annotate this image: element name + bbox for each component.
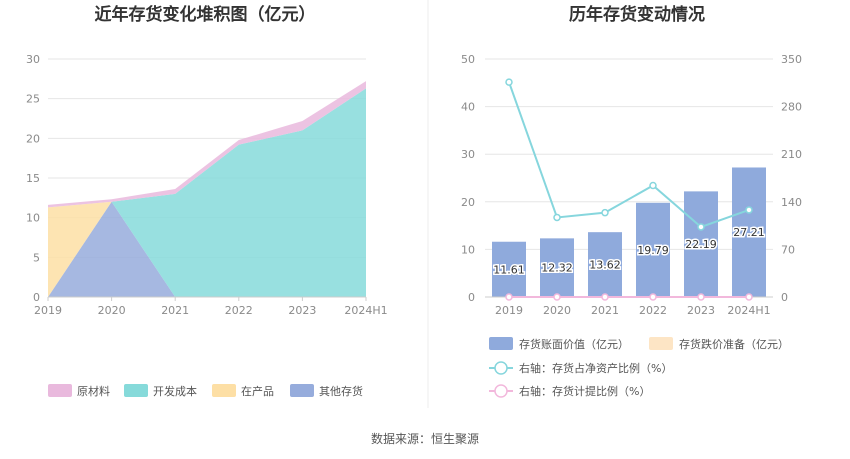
book-value-bar bbox=[540, 238, 574, 297]
book-value-label: 22.19 bbox=[685, 238, 717, 251]
left-x-tick-label: 2022 bbox=[225, 304, 253, 317]
book-value-label: 27.21 bbox=[733, 226, 765, 239]
inventory-ratio-point bbox=[745, 206, 753, 214]
right-x-tick-label: 2021 bbox=[591, 304, 619, 317]
right-left-y-tick-label: 30 bbox=[461, 148, 475, 161]
book-value-label: 11.61 bbox=[493, 263, 525, 276]
provision-ratio-point bbox=[601, 293, 609, 301]
legend-swatch bbox=[124, 384, 148, 397]
inventory-ratio-point bbox=[697, 223, 705, 231]
right-right-y-tick-label: 70 bbox=[781, 243, 795, 256]
left-chart-title: 近年存货变化堆积图（亿元） bbox=[95, 4, 316, 25]
left-x-tick-label: 2024H1 bbox=[344, 304, 387, 317]
left-chart-area: 0 5 10 15 20 25 30 2019 2020 2021 2022 2023 2024H1 bbox=[26, 53, 388, 317]
legend-swatch bbox=[48, 384, 72, 397]
right-left-y-tick-label: 10 bbox=[461, 243, 475, 256]
inventory-ratio-point bbox=[649, 181, 657, 190]
book-value-label: 19.79 bbox=[637, 244, 669, 257]
legend-label: 右轴：存货占净资产比例（%） bbox=[519, 361, 672, 375]
provision-ratio-point bbox=[697, 293, 705, 301]
left-y-tick-label: 0 bbox=[33, 291, 40, 304]
right-x-tick-label: 2019 bbox=[495, 304, 523, 317]
legend-label: 开发成本 bbox=[153, 384, 197, 398]
left-y-tick-label: 10 bbox=[26, 212, 40, 225]
book-value-bar bbox=[588, 232, 622, 297]
book-value-bar bbox=[732, 167, 766, 297]
left-y-tick-label: 30 bbox=[26, 53, 40, 66]
provision-ratio-point bbox=[649, 293, 657, 301]
right-left-y-tick-label: 50 bbox=[461, 53, 475, 66]
legend-swatch bbox=[649, 337, 673, 350]
right-left-y-tick-label: 20 bbox=[461, 196, 475, 209]
right-x-tick-label: 2022 bbox=[639, 304, 667, 317]
provision-ratio-point bbox=[553, 293, 561, 301]
book-value-bar bbox=[492, 241, 526, 297]
inventory-ratio-point bbox=[553, 213, 561, 222]
right-left-y-tick-label: 40 bbox=[461, 101, 475, 114]
right-chart-area: 0 10 20 30 40 50 0 70 140 210 280 350 11.61 12.32 13.6… bbox=[461, 53, 802, 317]
legend-swatch bbox=[212, 384, 236, 397]
legend-line-marker bbox=[494, 384, 508, 398]
right-right-y-tick-label: 0 bbox=[781, 291, 788, 304]
legend-swatch bbox=[489, 337, 513, 350]
right-right-y-tick-label: 350 bbox=[781, 53, 802, 66]
right-right-y-tick-label: 140 bbox=[781, 196, 802, 209]
provision-ratio-point bbox=[505, 293, 513, 301]
legend-label: 存货跌价准备（亿元） bbox=[679, 337, 789, 351]
left-x-tick-label: 2023 bbox=[288, 304, 316, 317]
left-y-tick-label: 15 bbox=[26, 172, 40, 185]
left-y-tick-label: 20 bbox=[26, 132, 40, 145]
left-y-tick-label: 25 bbox=[26, 93, 40, 106]
inventory-ratio-point bbox=[505, 78, 513, 86]
left-chart-legend: 原材料 开发成本 在产品 其他存货 bbox=[48, 384, 363, 398]
left-y-tick-label: 5 bbox=[33, 251, 40, 264]
book-value-bar bbox=[636, 202, 670, 297]
left-x-tick-label: 2019 bbox=[34, 304, 62, 317]
legend-line-marker bbox=[494, 361, 508, 375]
legend-label: 其他存货 bbox=[319, 384, 363, 398]
right-x-tick-label: 2023 bbox=[687, 304, 715, 317]
legend-label: 存货账面价值（亿元） bbox=[519, 337, 629, 351]
right-x-tick-label: 2020 bbox=[543, 304, 571, 317]
right-x-tick-label: 2024H1 bbox=[727, 304, 770, 317]
right-right-y-tick-label: 280 bbox=[781, 101, 802, 114]
right-chart-title: 历年存货变动情况 bbox=[569, 4, 705, 25]
book-value-label: 13.62 bbox=[589, 259, 621, 272]
provision-ratio-point bbox=[745, 293, 753, 301]
right-left-y-tick-label: 0 bbox=[468, 291, 475, 304]
left-x-tick-label: 2021 bbox=[161, 304, 189, 317]
legend-swatch bbox=[290, 384, 314, 397]
area-series-3 bbox=[48, 88, 366, 297]
inventory-ratio-point bbox=[601, 208, 609, 217]
right-chart-legend: 存货账面价值（亿元） 存货跌价准备（亿元） 右轴：存货占净资产比例（%） 右轴：存货计… bbox=[489, 337, 789, 398]
book-value-label: 12.32 bbox=[541, 262, 573, 275]
legend-label: 在产品 bbox=[241, 384, 274, 398]
inventory-ratio-line bbox=[508, 81, 750, 229]
legend-label: 原材料 bbox=[77, 384, 110, 398]
data-source-note: 数据来源：恒生聚源 bbox=[371, 431, 479, 446]
book-value-bar bbox=[684, 191, 718, 297]
right-right-y-tick-label: 210 bbox=[781, 148, 802, 161]
legend-label: 右轴：存货计提比例（%） bbox=[519, 384, 650, 398]
left-x-tick-label: 2020 bbox=[98, 304, 126, 317]
